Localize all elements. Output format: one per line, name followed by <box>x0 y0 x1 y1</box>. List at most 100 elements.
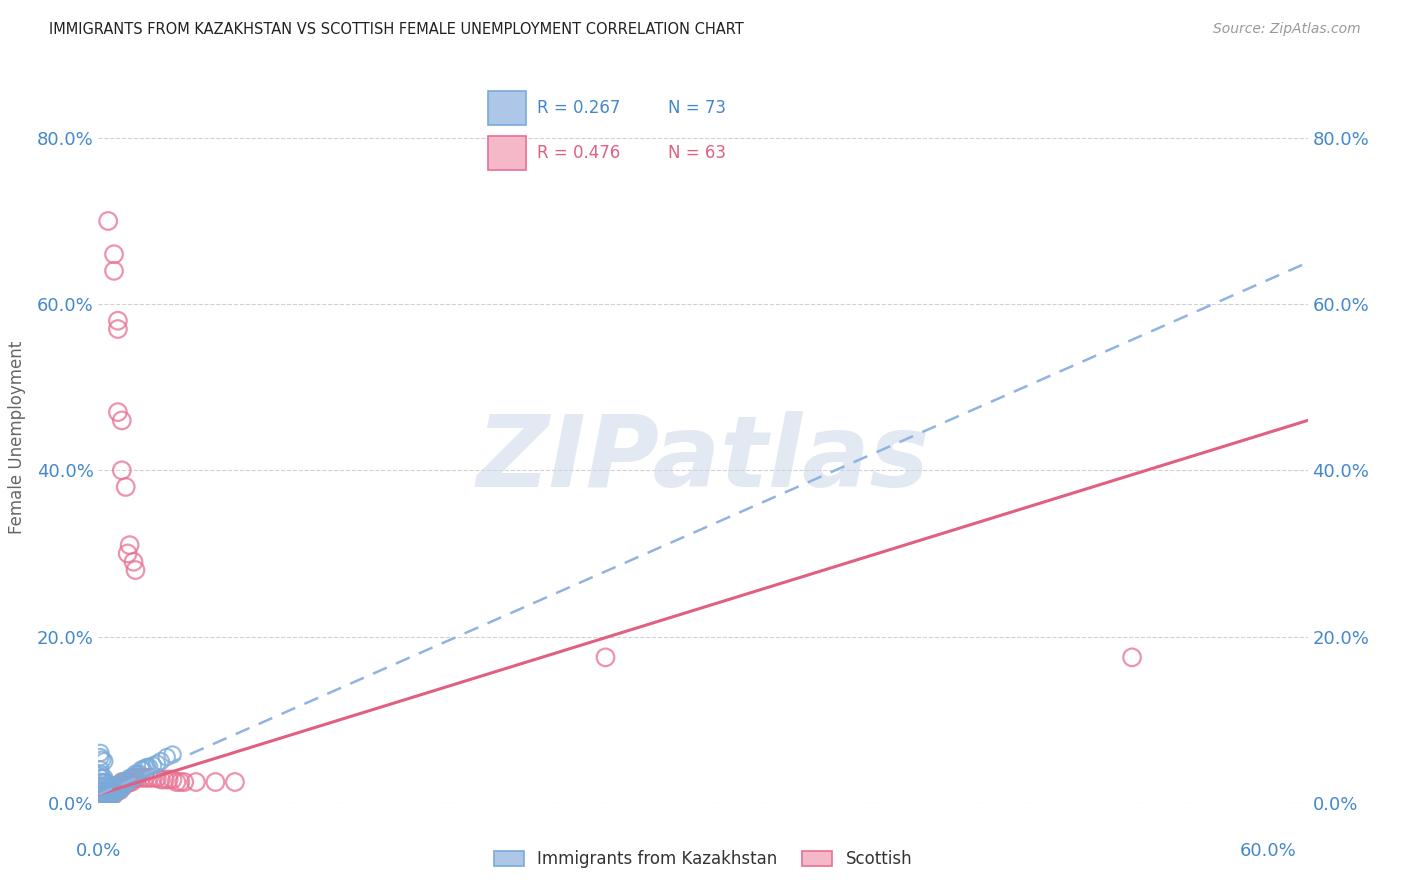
Point <box>156 750 179 764</box>
Point <box>101 788 124 802</box>
Point <box>91 788 114 802</box>
Point <box>93 788 115 802</box>
Point <box>89 791 111 805</box>
Point <box>103 783 125 797</box>
Point <box>97 791 120 805</box>
Legend: Immigrants from Kazakhstan, Scottish: Immigrants from Kazakhstan, Scottish <box>486 844 920 875</box>
Point <box>91 775 114 789</box>
Point <box>103 247 125 261</box>
Point <box>96 791 118 805</box>
Point <box>124 563 146 577</box>
Point <box>138 771 160 785</box>
Point <box>93 775 115 789</box>
Point <box>107 783 129 797</box>
Point <box>96 788 118 802</box>
Point <box>93 779 115 793</box>
Point <box>96 779 118 793</box>
Point <box>112 779 135 793</box>
Point <box>93 788 115 802</box>
Point <box>122 771 145 785</box>
Point <box>93 783 115 797</box>
Point <box>162 747 184 762</box>
Point <box>114 480 136 494</box>
Point <box>89 779 111 793</box>
Point <box>98 788 121 802</box>
Point <box>157 772 180 787</box>
Point <box>118 775 141 789</box>
Point <box>117 775 139 789</box>
Point <box>97 214 120 228</box>
Point <box>138 760 160 774</box>
Point <box>1121 650 1143 665</box>
Point <box>169 775 191 789</box>
Point <box>103 788 125 802</box>
Point <box>122 555 145 569</box>
Point <box>89 746 111 760</box>
Point <box>103 779 125 793</box>
Point <box>91 783 114 797</box>
Point <box>101 779 124 793</box>
Text: ZIPatlas: ZIPatlas <box>477 410 929 508</box>
Point <box>127 766 149 780</box>
Point <box>224 775 246 789</box>
Point <box>134 761 156 775</box>
Point <box>93 754 115 768</box>
Point <box>136 760 159 774</box>
Point <box>165 775 187 789</box>
Point <box>91 771 114 785</box>
Point <box>93 771 115 785</box>
Point <box>104 779 127 793</box>
Point <box>142 771 165 785</box>
Point <box>97 791 120 805</box>
Point <box>101 788 124 802</box>
Point <box>111 463 134 477</box>
Point <box>96 791 118 805</box>
Point <box>124 771 146 785</box>
Point <box>97 788 120 802</box>
Point <box>108 783 131 797</box>
Point <box>107 314 129 328</box>
Point <box>91 791 114 805</box>
Point <box>111 413 134 427</box>
Point <box>98 783 121 797</box>
Point <box>128 766 150 780</box>
Point <box>146 756 169 771</box>
Point <box>96 788 118 802</box>
Point <box>173 775 195 789</box>
Text: IMMIGRANTS FROM KAZAKHSTAN VS SCOTTISH FEMALE UNEMPLOYMENT CORRELATION CHART: IMMIGRANTS FROM KAZAKHSTAN VS SCOTTISH F… <box>49 22 744 37</box>
Point <box>108 779 131 793</box>
Point <box>184 775 207 789</box>
Point <box>97 779 120 793</box>
Point <box>153 772 176 787</box>
Point <box>124 766 146 780</box>
Point <box>103 783 125 797</box>
Text: 0.0%: 0.0% <box>76 842 121 860</box>
Point <box>89 750 111 764</box>
Point <box>89 796 111 810</box>
Point <box>98 783 121 797</box>
Point <box>103 788 125 802</box>
Text: Source: ZipAtlas.com: Source: ZipAtlas.com <box>1213 22 1361 37</box>
Point <box>89 763 111 777</box>
Point <box>108 779 131 793</box>
Point <box>103 264 125 278</box>
Point <box>117 775 139 789</box>
Point <box>89 783 111 797</box>
Point <box>112 775 135 789</box>
Point <box>117 546 139 560</box>
Point <box>118 538 141 552</box>
Point <box>132 763 155 777</box>
Point <box>134 771 156 785</box>
Point <box>93 791 115 805</box>
Point <box>101 783 124 797</box>
Point <box>114 775 136 789</box>
Point <box>111 775 134 789</box>
Point <box>97 783 120 797</box>
Y-axis label: Female Unemployment: Female Unemployment <box>7 341 25 533</box>
Point <box>104 783 127 797</box>
Point <box>122 771 145 785</box>
Point <box>118 771 141 785</box>
Point <box>91 779 114 793</box>
Point <box>146 771 169 785</box>
Point <box>204 775 226 789</box>
